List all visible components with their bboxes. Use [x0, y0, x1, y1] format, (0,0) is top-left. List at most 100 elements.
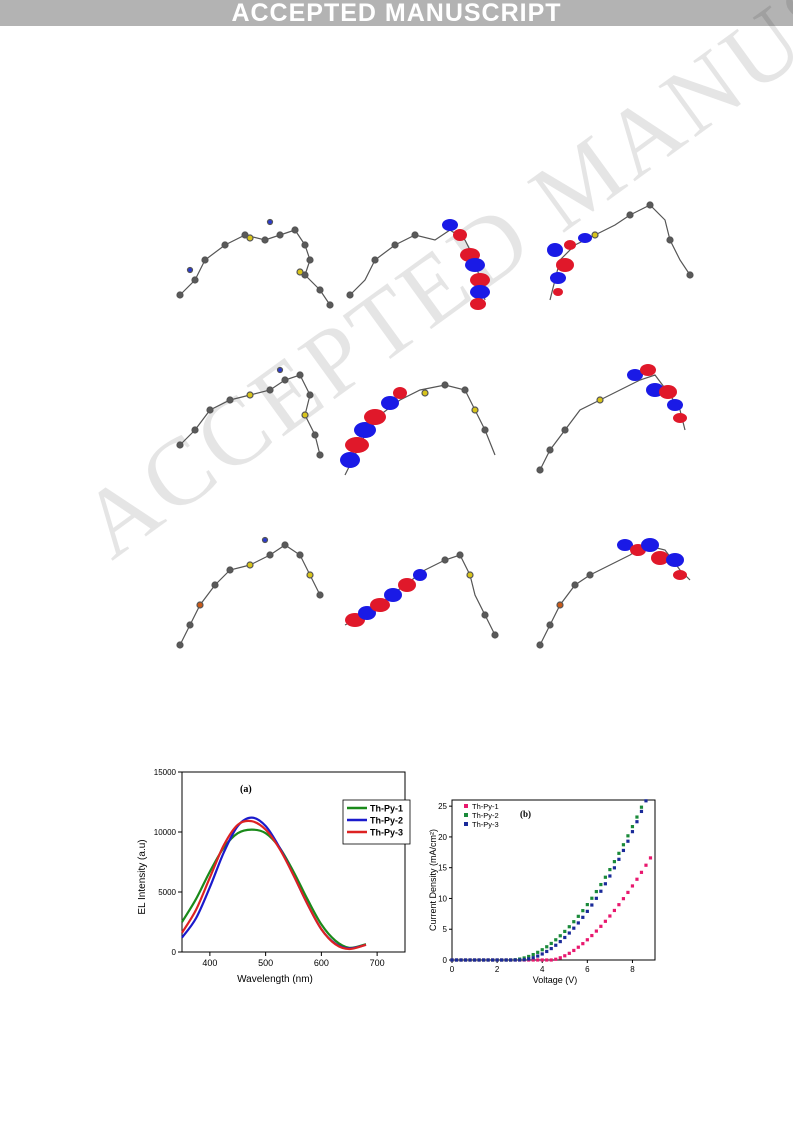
chart-b-legend-label: Th-Py-2	[472, 811, 499, 820]
chart-a-axes: 400 500 600 700 0 5000 10000 15000	[154, 768, 406, 968]
chart-a-x-tick-label: 600	[314, 958, 329, 968]
chart-b-y-tick-label: 20	[438, 833, 447, 842]
chart-b-point	[635, 877, 639, 881]
chart-b-point	[554, 943, 558, 947]
chart-b-point	[558, 939, 562, 944]
chart-b-legend-label: Th-Py-1	[472, 802, 499, 811]
chart-b-point	[635, 820, 639, 824]
chart-b-point	[527, 957, 531, 961]
chart-b-series	[450, 799, 653, 962]
chart-b-point	[454, 958, 459, 962]
chart-b-point	[504, 958, 508, 962]
chart-a-legend-box	[342, 799, 411, 845]
chart-b-point	[630, 824, 635, 829]
orbital-lobes	[345, 569, 427, 627]
chart-b-point	[472, 958, 477, 962]
chart-b-point	[599, 924, 603, 928]
chart-b-point	[585, 903, 589, 907]
chart-b-point	[545, 958, 549, 962]
chart-b-point	[572, 920, 576, 924]
chart-b-point	[567, 931, 571, 935]
chart-b-point	[536, 958, 540, 962]
chart-b-point	[576, 914, 580, 918]
chart-b-point	[639, 805, 644, 809]
chart-b-point	[549, 946, 553, 951]
orbital-lobes	[547, 233, 592, 296]
chart-b-y-tick-label: 25	[438, 802, 447, 811]
chart-b-point	[459, 958, 463, 962]
chart-b-point	[536, 954, 540, 958]
chart-b-point	[572, 926, 576, 930]
chart-b-point	[603, 882, 607, 886]
chart-b-point	[617, 851, 621, 855]
orbital-lobes	[340, 387, 407, 468]
chart-a-x-axis-label: Wavelength (nm)	[237, 974, 313, 985]
chart-b-point	[463, 958, 468, 962]
chart-a-x-tick-label: 700	[370, 958, 385, 968]
chart-b-legend-marker	[464, 813, 468, 817]
molecule-structure-2a	[176, 366, 324, 459]
molecule-structure-1a	[176, 218, 334, 309]
el-spectra-chart: 400 500 600 700 0 5000 10000 15000 (a) Waveleng…	[137, 768, 411, 985]
chart-a-series	[181, 816, 367, 951]
chart-b-x-tick-label: 0	[450, 965, 455, 974]
chart-b-point	[608, 914, 612, 918]
chart-b-x-tick-label: 2	[495, 965, 500, 974]
chart-b-point	[644, 799, 648, 803]
chart-b-point	[594, 896, 598, 900]
chart-b-point	[536, 950, 540, 954]
chart-b-point	[554, 957, 558, 961]
chart-b-point	[621, 843, 626, 847]
chart-b-point	[522, 956, 526, 960]
chart-a-legend-label: Th-Py-3	[370, 828, 403, 838]
chart-b-legend: Th-Py-1Th-Py-2Th-Py-3	[464, 802, 499, 829]
chart-b-point	[572, 948, 576, 953]
chart-b-point	[558, 956, 562, 960]
chart-b-point	[630, 830, 635, 834]
orbital-lobes	[627, 364, 687, 423]
chart-b-x-axis-label: Voltage (V)	[533, 975, 578, 985]
chart-b-point	[590, 903, 594, 907]
chart-b-point	[639, 809, 644, 814]
chart-a-y-tick-label: 10000	[154, 828, 177, 837]
chart-b-point	[563, 929, 567, 934]
chart-a-x-tick-label: 500	[258, 958, 273, 968]
chart-b-axes: 0 2 4 6 8 0 5 10 15 20 25	[438, 799, 656, 974]
chart-a-legend-label: Th-Py-1	[370, 804, 403, 814]
chart-a-legend-label: Th-Py-2	[370, 816, 403, 826]
chart-b-legend-label: Th-Py-3	[472, 820, 499, 829]
chart-b-point	[581, 909, 585, 913]
chart-b-point	[585, 909, 589, 913]
chart-b-point	[477, 958, 481, 962]
chart-b-point	[558, 934, 562, 938]
chart-a-series-line-th-py-3	[181, 819, 367, 951]
chart-a-plot-frame	[181, 771, 406, 953]
chart-b-point	[481, 958, 486, 962]
chart-b-point	[621, 848, 626, 853]
molecule-chain	[176, 218, 334, 309]
chart-a-series-line-th-py-2	[181, 816, 367, 950]
chart-b-point	[608, 874, 612, 878]
chart-b-point	[545, 949, 549, 954]
chart-b-point	[531, 958, 535, 962]
chart-b-point	[576, 921, 580, 925]
chart-a-y-axis-label: EL Intensity (a.u)	[137, 839, 148, 914]
chart-b-point	[509, 958, 513, 962]
chart-b-point	[612, 860, 616, 864]
chart-b-point	[617, 857, 621, 861]
chart-b-point	[495, 958, 499, 962]
chart-b-point	[486, 958, 490, 962]
chart-b-legend-marker	[464, 822, 468, 826]
chart-b-y-tick-label: 0	[443, 956, 448, 965]
molecule-orbital-1b	[346, 219, 490, 310]
chart-b-y-axis-label: Current Density (mA/cm²)	[428, 829, 438, 931]
molecule-orbital-2b	[340, 381, 496, 476]
chart-a-x-tick-label: 400	[202, 958, 217, 968]
chart-b-point	[531, 956, 535, 960]
chart-b-y-tick-label: 10	[438, 894, 447, 903]
chart-b-point	[563, 935, 567, 940]
molecule-orbital-2c	[536, 364, 687, 474]
chart-b-series-th-py-3	[450, 799, 648, 962]
chart-b-point	[599, 882, 603, 887]
chart-b-y-tick-label: 5	[443, 925, 448, 934]
